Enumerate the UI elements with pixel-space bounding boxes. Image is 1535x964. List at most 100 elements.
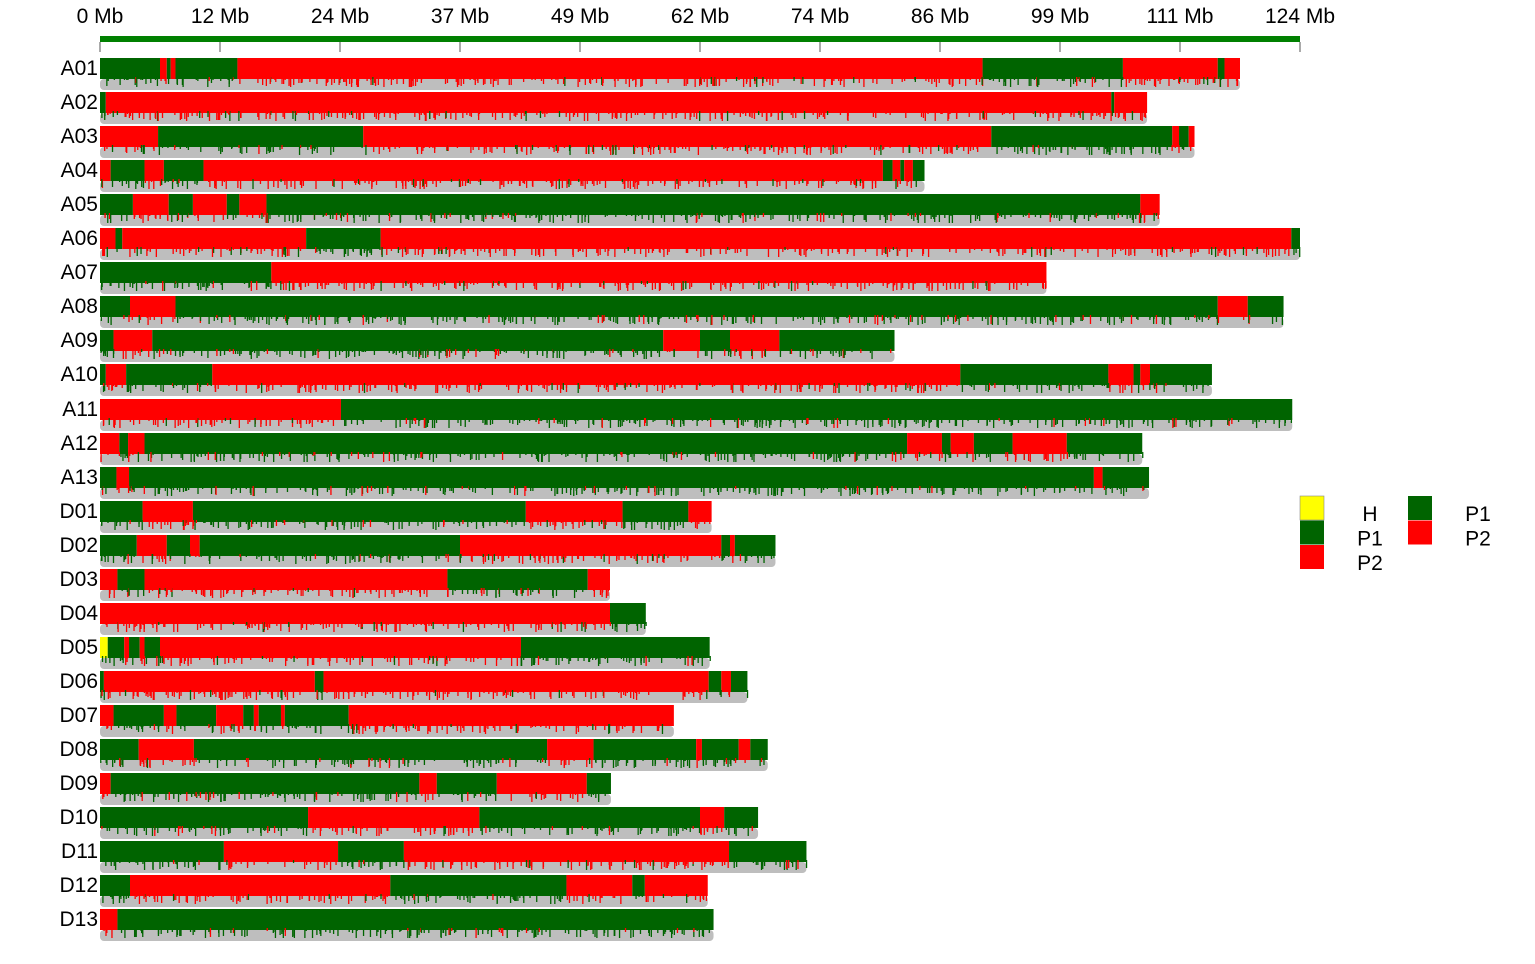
marker-tick xyxy=(530,622,532,628)
marker-tick xyxy=(911,486,913,492)
segment-p1 xyxy=(734,535,776,556)
marker-tick xyxy=(314,452,316,461)
marker-tick xyxy=(392,486,394,489)
marker-tick xyxy=(148,179,150,189)
marker-tick xyxy=(618,724,620,731)
marker-tick xyxy=(1285,247,1287,250)
marker-tick xyxy=(636,349,639,355)
marker-tick xyxy=(641,213,643,219)
marker-tick xyxy=(575,724,577,734)
marker-tick xyxy=(503,520,505,523)
marker-tick xyxy=(1155,383,1158,393)
marker-tick xyxy=(366,383,368,392)
marker-tick xyxy=(753,281,755,285)
marker-tick xyxy=(1208,315,1210,319)
marker-tick xyxy=(762,77,764,83)
marker-tick xyxy=(364,349,367,352)
marker-tick xyxy=(441,281,443,284)
marker-tick xyxy=(886,281,889,285)
marker-tick xyxy=(1061,315,1063,325)
marker-tick xyxy=(787,247,789,250)
marker-tick xyxy=(447,588,449,597)
marker-tick xyxy=(101,349,103,352)
marker-tick xyxy=(1178,145,1180,153)
marker-tick xyxy=(1083,418,1086,421)
marker-tick xyxy=(516,656,518,666)
marker-tick xyxy=(512,315,514,322)
marker-tick xyxy=(387,213,390,216)
marker-tick xyxy=(259,690,261,695)
marker-tick xyxy=(261,315,264,320)
marker-tick xyxy=(979,213,981,221)
marker-tick xyxy=(626,281,628,288)
marker-tick xyxy=(836,315,839,318)
marker-tick xyxy=(788,213,790,221)
marker-tick xyxy=(886,247,888,254)
marker-tick xyxy=(337,622,339,627)
marker-tick xyxy=(848,452,851,457)
marker-tick xyxy=(403,724,405,728)
marker-tick xyxy=(444,486,446,495)
marker-tick xyxy=(698,179,701,187)
marker-tick xyxy=(1187,315,1190,320)
marker-tick xyxy=(1131,111,1134,120)
marker-tick xyxy=(373,349,376,355)
marker-tick xyxy=(1137,315,1139,320)
marker-tick xyxy=(328,656,331,666)
marker-tick xyxy=(604,213,606,217)
marker-tick xyxy=(756,418,758,428)
marker-tick xyxy=(744,486,746,491)
marker-tick xyxy=(539,656,541,659)
marker-tick xyxy=(1255,418,1258,428)
marker-tick xyxy=(651,315,653,322)
marker-tick xyxy=(248,281,251,287)
marker-tick xyxy=(104,213,106,218)
marker-tick xyxy=(494,724,496,731)
marker-tick xyxy=(597,383,600,392)
marker-tick xyxy=(708,452,710,462)
marker-tick xyxy=(808,145,810,148)
marker-tick xyxy=(1120,247,1122,251)
marker-tick xyxy=(159,486,161,490)
marker-tick xyxy=(873,145,876,155)
marker-tick xyxy=(356,418,359,425)
marker-tick xyxy=(423,111,425,114)
marker-tick xyxy=(364,690,367,694)
marker-tick xyxy=(390,77,393,85)
marker-tick xyxy=(309,724,311,728)
marker-tick xyxy=(569,486,572,495)
marker-tick xyxy=(533,554,535,558)
marker-tick xyxy=(588,145,590,154)
marker-tick xyxy=(421,247,423,257)
marker-tick xyxy=(542,111,544,114)
marker-tick xyxy=(889,315,891,320)
marker-tick xyxy=(109,656,111,663)
marker-tick xyxy=(550,179,553,187)
marker-tick xyxy=(461,179,464,186)
marker-tick xyxy=(105,486,107,494)
marker-tick xyxy=(133,486,135,492)
marker-tick xyxy=(647,179,649,186)
marker-tick xyxy=(282,520,284,523)
marker-tick xyxy=(513,486,516,495)
marker-tick xyxy=(266,281,268,286)
marker-tick xyxy=(946,145,949,154)
marker-tick xyxy=(969,77,971,80)
marker-tick xyxy=(1171,145,1173,151)
marker-tick xyxy=(229,315,231,322)
marker-tick xyxy=(1089,418,1092,424)
marker-tick xyxy=(330,145,332,155)
marker-tick xyxy=(186,520,188,525)
segment-p1 xyxy=(1247,296,1284,317)
marker-tick xyxy=(428,622,430,626)
marker-tick xyxy=(241,724,244,729)
marker-tick xyxy=(171,383,174,386)
marker-tick xyxy=(258,349,260,356)
marker-tick xyxy=(860,281,862,291)
marker-tick xyxy=(956,111,958,119)
marker-tick xyxy=(1219,77,1222,87)
segment-p2 xyxy=(212,364,961,385)
marker-tick xyxy=(378,111,381,114)
marker-tick xyxy=(207,281,209,288)
chromosome-label: A13 xyxy=(61,466,98,489)
